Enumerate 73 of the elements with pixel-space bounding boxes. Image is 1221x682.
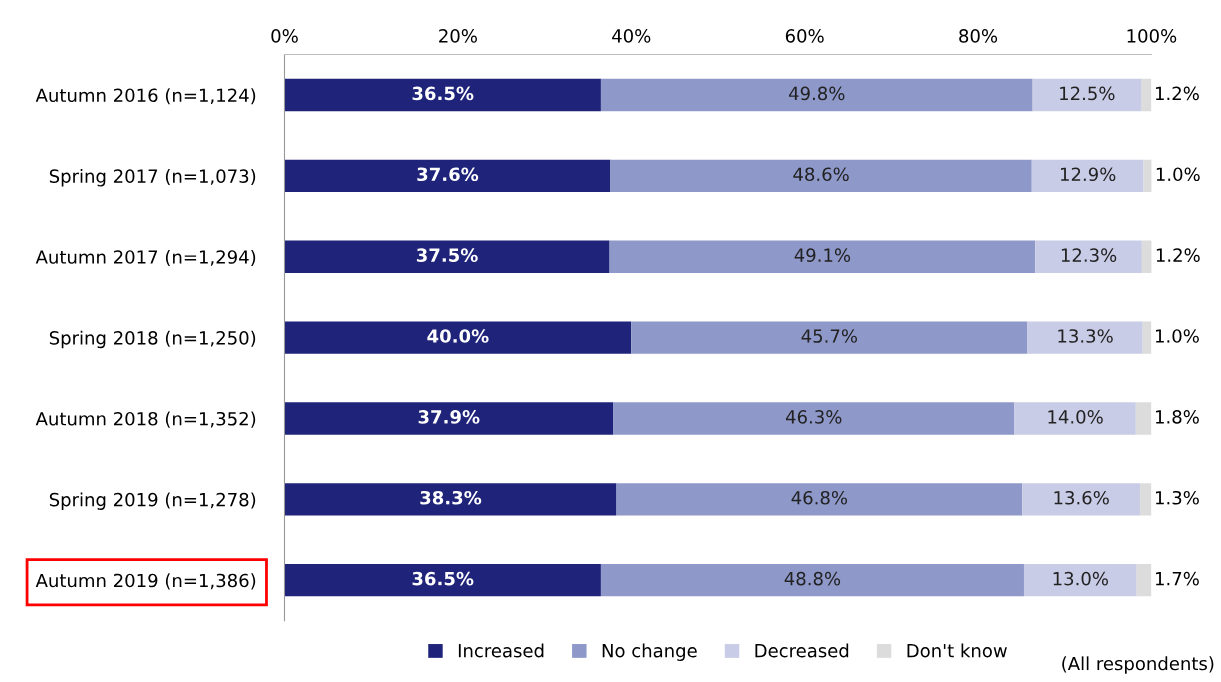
data-label: 40.0% — [427, 329, 489, 343]
bar — [1032, 78, 1141, 112]
data-label: 12.3% — [1061, 248, 1117, 262]
data-label: 13.0% — [1053, 571, 1108, 586]
data-label: 45.7% — [801, 329, 858, 343]
bar — [284, 240, 610, 273]
x-tick-label: 0% — [271, 29, 298, 43]
data-label: 1.8% — [1155, 410, 1199, 424]
bar — [284, 483, 617, 516]
text: (All respondents) — [1062, 656, 1214, 674]
data-label: 49.8% — [788, 86, 845, 101]
bar — [600, 78, 1033, 112]
bar — [631, 321, 1028, 354]
data-label: 48.6% — [793, 167, 849, 182]
bar — [1136, 564, 1152, 597]
data-label: 1.0% — [1156, 167, 1200, 182]
data-label: 46.8% — [791, 490, 848, 505]
data-label: 13.3% — [1058, 329, 1113, 343]
y-tick-label: Autumn 2017 (n=1,294) — [35, 249, 256, 266]
bar — [284, 159, 611, 193]
x-tick-label: 100% — [1127, 29, 1177, 43]
data-label: 36.5% — [412, 571, 474, 586]
y-tick-label: Spring 2019 (n=1,278) — [49, 492, 256, 510]
bar — [1035, 240, 1142, 273]
bar — [1022, 483, 1141, 516]
legend-label: Don't know — [907, 643, 1007, 658]
data-label: 48.8% — [784, 571, 841, 586]
x-tick-label: 20% — [439, 29, 477, 43]
bar — [284, 402, 614, 435]
bar — [613, 402, 1015, 435]
data-label: 1.2% — [1156, 248, 1200, 262]
bar — [284, 78, 601, 112]
data-label: 12.5% — [1060, 86, 1115, 101]
data-label: 38.3% — [420, 490, 482, 505]
data-label: 46.3% — [785, 410, 842, 424]
bar — [284, 564, 601, 597]
bar — [1027, 321, 1143, 354]
bar — [1141, 78, 1152, 112]
x-tick-label: 40% — [612, 29, 651, 43]
y-tick-label: Spring 2017 (n=1,073) — [49, 169, 256, 187]
bar — [1140, 483, 1152, 516]
y-tick-label: Autumn 2018 (n=1,352) — [35, 411, 256, 428]
data-label: 37.5% — [416, 248, 478, 262]
data-label: 1.7% — [1155, 571, 1199, 586]
y-tick-label: Autumn 2019 (n=1,386) — [35, 573, 256, 590]
bar — [284, 321, 632, 354]
data-label: 1.2% — [1155, 86, 1199, 101]
x-tick-label: 80% — [959, 29, 998, 43]
y-tick-label: Spring 2018 (n=1,250) — [49, 330, 256, 349]
data-label: 12.9% — [1060, 167, 1116, 182]
x-tick-label: 60% — [785, 29, 824, 43]
bar — [1031, 159, 1144, 193]
bar — [609, 240, 1036, 273]
data-label: 1.3% — [1155, 490, 1199, 505]
legend-label: Decreased — [755, 643, 849, 658]
data-label: 36.5% — [412, 86, 474, 101]
legend-label: Increased — [458, 643, 544, 658]
bar — [1023, 564, 1137, 597]
bar — [1135, 402, 1152, 435]
data-label: 37.9% — [418, 410, 480, 424]
legend-label: No change — [602, 643, 697, 661]
bar — [1141, 240, 1152, 273]
bar — [600, 564, 1024, 597]
bar — [1014, 402, 1136, 435]
bar — [616, 483, 1023, 516]
bar — [1142, 321, 1152, 354]
data-label: 14.0% — [1048, 410, 1103, 424]
bar — [610, 159, 1032, 193]
data-label: 13.6% — [1054, 490, 1109, 505]
data-label: 37.6% — [417, 167, 479, 182]
data-label: 1.0% — [1155, 329, 1199, 343]
y-tick-label: Autumn 2016 (n=1,124) — [35, 88, 256, 105]
data-label: 49.1% — [794, 248, 851, 262]
